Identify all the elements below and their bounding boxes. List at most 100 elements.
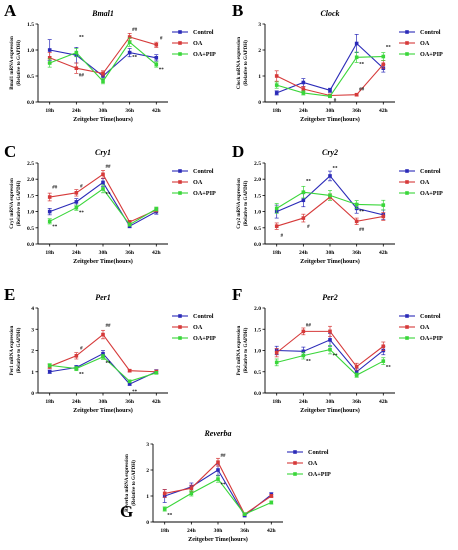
x-tick-label: 24h [187, 528, 197, 534]
data-point [274, 350, 279, 355]
data-point [127, 35, 132, 39]
data-point [354, 202, 359, 207]
significance-mark: # [334, 98, 337, 103]
significance-mark: ## [52, 185, 58, 190]
data-point [101, 332, 105, 337]
y-tick-label: 1.5 [27, 193, 34, 199]
x-tick-label: 30h [99, 399, 109, 405]
data-point [328, 347, 332, 352]
panel-d: D Cry2 0.0 0.5 1.0 1.5 2.0 2.5 18h 24h 30h 36h 42h Ze… [232, 142, 443, 265]
data-point [127, 368, 132, 373]
y-axis-label: Clock mRNA expression (Relative to GAPDH) [237, 37, 249, 89]
y-tick-label: 2.0 [27, 177, 34, 183]
x-tick-label: 24h [72, 108, 82, 114]
y-axis-label-line2: (Relative to GAPDH) [17, 40, 22, 86]
panel-title: Clock [320, 9, 339, 18]
y-tick-label: 2 [146, 468, 149, 474]
data-point [328, 94, 332, 99]
y-axis-label-line1: Clock mRNA expression [237, 37, 242, 89]
data-point [47, 195, 52, 199]
panel-label: A [4, 1, 17, 20]
y-axis-label-line1: Cry2 mRNA expression [237, 178, 242, 229]
y-tick-label: 1.5 [27, 22, 34, 28]
data-point [354, 55, 359, 60]
y-tick-label: 0.0 [254, 391, 261, 397]
legend-label: OA [193, 179, 203, 186]
x-tick-label: 18h [272, 108, 282, 114]
y-tick-label: 1.0 [254, 349, 261, 355]
data-point [127, 382, 132, 386]
data-point [74, 66, 79, 70]
x-tick-label: 18h [160, 528, 170, 534]
data-point [74, 366, 79, 371]
series-oa-pip [274, 185, 386, 214]
x-tick-label: 24h [72, 399, 82, 405]
legend-label: OA+PIP [193, 190, 216, 197]
x-tick-label: 42h [379, 250, 389, 256]
panel-label: B [232, 1, 243, 20]
data-point [189, 491, 194, 496]
y-axis-label-line1: Per1 mRNA expression [10, 325, 15, 375]
x-tick-label: 30h [99, 108, 109, 114]
y-tick-label: 3 [146, 442, 149, 448]
legend-swatch-marker [178, 325, 182, 329]
x-axis-label: Zeitgeber Time(hours) [300, 258, 360, 265]
x-axis-label: Zeitgeber Time(hours) [73, 258, 133, 265]
legend: Control OA OA+PIP [399, 29, 443, 58]
significance-mark: ## [106, 165, 112, 170]
legend-label: OA+PIP [420, 335, 443, 342]
data-point [269, 494, 274, 498]
series-oa-pip [162, 475, 274, 516]
significance-mark: ** [333, 354, 339, 359]
legend-swatch-marker [178, 30, 182, 34]
data-point [301, 80, 306, 85]
x-tick-label: 36h [240, 528, 250, 534]
series-oa [274, 325, 386, 371]
data-point [47, 56, 52, 60]
panel-title: Bmal1 [91, 9, 114, 18]
x-tick-label: 30h [326, 108, 336, 114]
significance-mark: ## [79, 74, 85, 79]
y-tick-label: 1.0 [27, 210, 34, 216]
y-tick-label: 1 [146, 494, 149, 500]
x-tick-label: 30h [326, 399, 336, 405]
legend-swatch-marker [178, 314, 182, 318]
series-oa-pip [274, 345, 386, 378]
legend-label: OA [420, 40, 430, 47]
legend-swatch-marker [405, 325, 409, 329]
data-point [189, 486, 194, 490]
y-axis-label-line2: (Relative to GAPDH) [17, 327, 22, 373]
legend: Control OA OA+PIP [399, 313, 443, 342]
data-point [127, 40, 132, 44]
x-axis-label: Zeitgeber Time(hours) [73, 407, 133, 414]
panel-label: E [4, 285, 15, 304]
legend-label: Control [420, 168, 441, 175]
data-point [74, 191, 79, 195]
y-tick-label: 2.5 [254, 161, 261, 167]
y-tick-label: 2.0 [254, 177, 261, 183]
significance-mark: ## [359, 228, 365, 233]
y-tick-label: 0 [146, 520, 149, 526]
legend-swatch-marker [405, 336, 409, 340]
panel-c: C Cry1 0.0 0.5 1.0 1.5 2.0 2.5 18h 24h 30h 36h 42h Ze… [4, 142, 216, 265]
panel-e: E Per1 0 1 2 3 4 18h 24h 30h 36h 42h Zeitgeber Time(… [4, 285, 216, 414]
panel-label: F [232, 285, 242, 304]
legend-label: Control [193, 313, 214, 320]
data-point [216, 477, 220, 481]
data-point [127, 220, 132, 224]
legend-swatch-marker [405, 314, 409, 318]
data-point [274, 74, 279, 78]
x-tick-label: 18h [45, 250, 55, 256]
y-tick-label: 2.5 [27, 161, 34, 167]
significance-mark: ** [79, 36, 85, 41]
significance-mark: ** [52, 225, 58, 230]
legend-label: OA [308, 460, 318, 467]
data-point [301, 349, 306, 354]
x-tick-label: 36h [352, 108, 362, 114]
significance-mark: ** [333, 166, 339, 171]
panel-b: B Clock 0 1 2 3 18h 24h 30h 36h 42h Zeitgeber Time(… [232, 1, 443, 123]
significance-mark: # [160, 37, 163, 42]
data-point [47, 363, 52, 368]
y-axis-label-line1: Cry1 mRNA expression [10, 178, 15, 229]
